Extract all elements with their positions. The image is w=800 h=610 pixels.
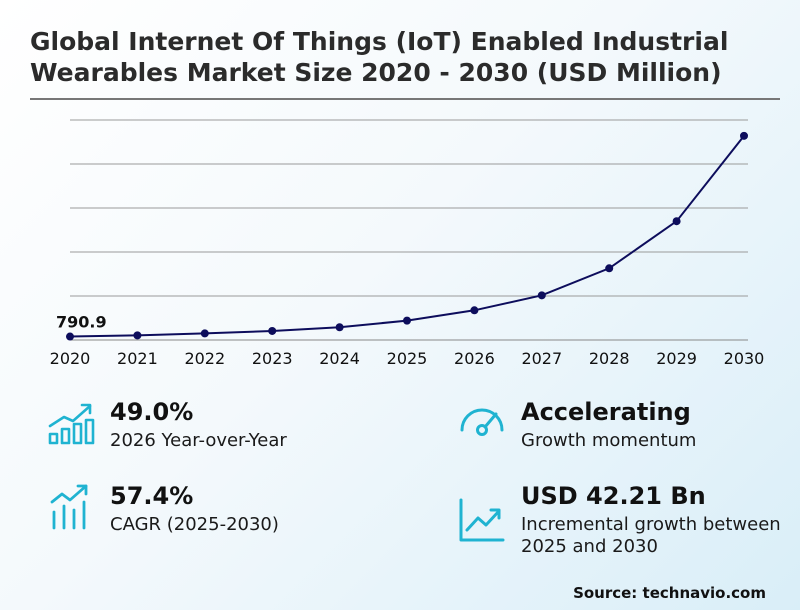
data-point bbox=[335, 323, 344, 332]
data-point bbox=[537, 291, 546, 300]
bar-trend-up-icon bbox=[50, 484, 88, 530]
x-tick-label: 2020 bbox=[50, 349, 91, 368]
stat-cagr-value: 57.4% bbox=[110, 482, 194, 510]
stat-incremental-value: USD 42.21 Bn bbox=[521, 482, 706, 510]
data-point bbox=[403, 316, 411, 325]
line-chart-up-icon bbox=[459, 498, 505, 542]
data-point bbox=[672, 217, 681, 226]
x-tick-label: 2023 bbox=[252, 349, 293, 368]
stat-yoy-label: 2026 Year-over-Year bbox=[110, 430, 287, 451]
x-tick-label: 2025 bbox=[387, 349, 428, 368]
x-tick-label: 2028 bbox=[589, 349, 630, 368]
chart-title: Global Internet Of Things (IoT) Enabled … bbox=[30, 27, 729, 87]
x-tick-label: 2027 bbox=[521, 349, 562, 368]
line-chart: 2020 2021 2022 2023 2024 2025 2026 2027 2028 2029… bbox=[50, 119, 765, 368]
data-point bbox=[133, 331, 142, 340]
data-point bbox=[470, 306, 479, 315]
x-tick-label: 2029 bbox=[656, 349, 697, 368]
x-tick-label: 2024 bbox=[319, 349, 360, 368]
title-divider bbox=[30, 98, 780, 100]
source-credit: Source: technavio.com bbox=[573, 584, 766, 602]
speedometer-icon bbox=[460, 408, 504, 436]
data-point bbox=[268, 326, 277, 335]
x-tick-label: 2022 bbox=[184, 349, 225, 368]
data-point bbox=[740, 131, 748, 140]
x-tick-label: 2030 bbox=[724, 349, 765, 368]
stat-cagr-label: CAGR (2025-2030) bbox=[110, 514, 279, 535]
x-axis-tick-labels: 2020 2021 2022 2023 2024 2025 2026 2027 2028 2029… bbox=[50, 349, 765, 368]
stat-incremental-label: Incremental growth between 2025 and 2030 bbox=[521, 514, 781, 557]
data-points bbox=[66, 131, 748, 341]
data-point bbox=[200, 329, 209, 338]
stat-momentum-label: Growth momentum bbox=[521, 430, 697, 451]
data-labels: 790.9 bbox=[56, 313, 107, 332]
gridlines bbox=[70, 119, 748, 341]
data-label: 790.9 bbox=[56, 313, 107, 332]
x-tick-label: 2021 bbox=[117, 349, 158, 368]
series-line-group bbox=[69, 135, 745, 338]
stat-momentum-value: Accelerating bbox=[521, 398, 691, 426]
series-line bbox=[69, 135, 745, 338]
stat-yoy-value: 49.0% bbox=[110, 398, 194, 426]
x-tick-label: 2026 bbox=[454, 349, 495, 368]
bar-chart-growth-icon bbox=[48, 403, 95, 445]
data-point bbox=[66, 332, 74, 341]
data-point bbox=[605, 264, 614, 273]
